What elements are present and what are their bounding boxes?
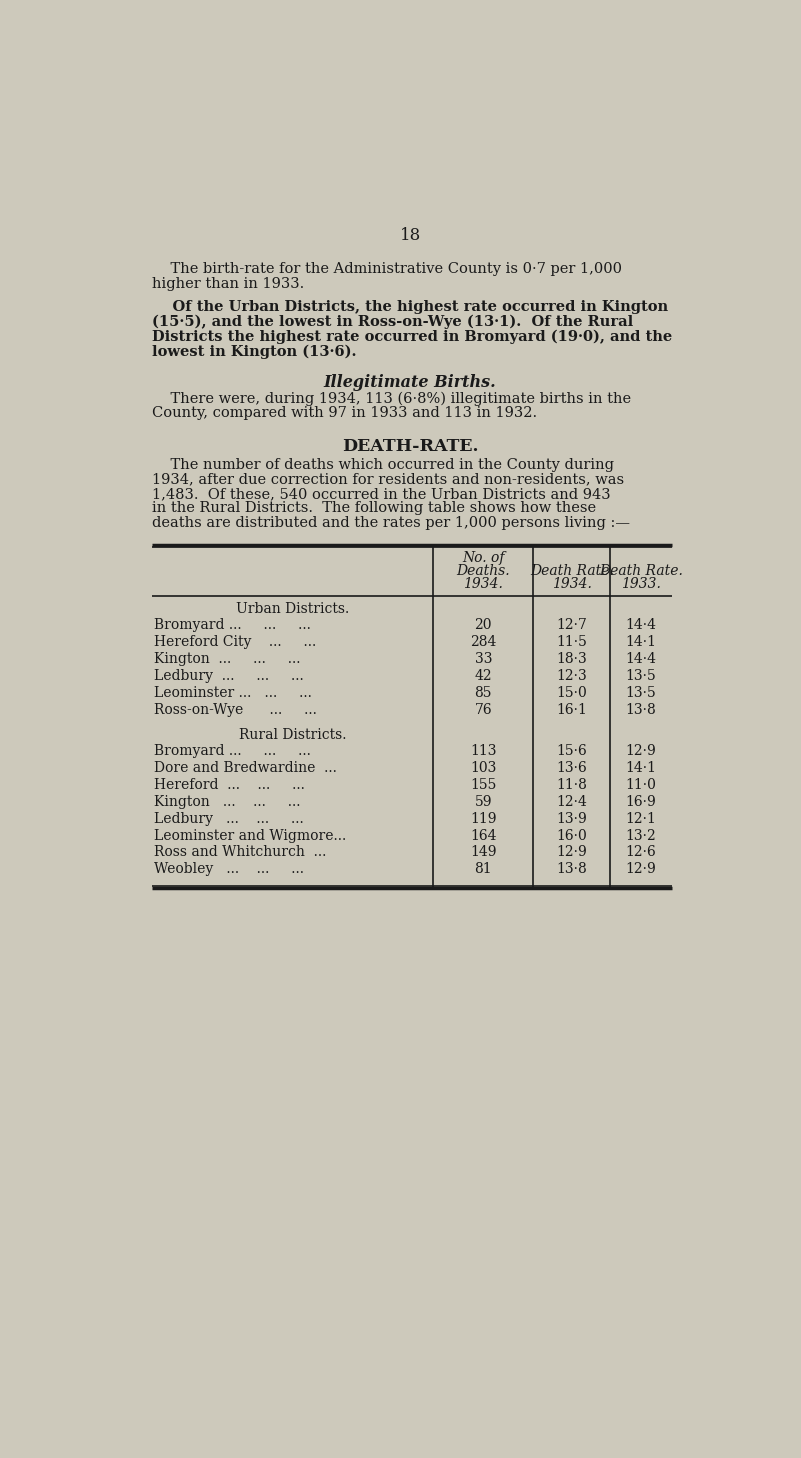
- Text: Districts the highest rate occurred in Bromyard (19·0), and the: Districts the highest rate occurred in B…: [152, 330, 672, 344]
- Text: 18·3: 18·3: [557, 652, 587, 666]
- Text: 13·5: 13·5: [626, 687, 657, 700]
- Text: 18: 18: [400, 227, 421, 245]
- Text: 12·9: 12·9: [557, 846, 587, 859]
- Text: 14·1: 14·1: [626, 761, 657, 774]
- Text: 42: 42: [474, 669, 492, 684]
- Text: Ross-on-Wye      ...     ...: Ross-on-Wye ... ...: [154, 703, 316, 717]
- Text: Kington  ...     ...     ...: Kington ... ... ...: [154, 652, 300, 666]
- Text: 16·9: 16·9: [626, 795, 657, 809]
- Text: Ross and Whitchurch  ...: Ross and Whitchurch ...: [154, 846, 326, 859]
- Text: DEATH-RATE.: DEATH-RATE.: [342, 437, 478, 455]
- Text: 85: 85: [474, 687, 492, 700]
- Text: Kington   ...    ...     ...: Kington ... ... ...: [154, 795, 300, 809]
- Text: 284: 284: [470, 636, 497, 649]
- Text: 13·9: 13·9: [557, 812, 587, 825]
- Text: 11·8: 11·8: [557, 777, 587, 792]
- Text: higher than in 1933.: higher than in 1933.: [152, 277, 304, 290]
- Text: 12·4: 12·4: [557, 795, 587, 809]
- Text: Leominster and Wigmore...: Leominster and Wigmore...: [154, 828, 346, 843]
- Text: 12·1: 12·1: [626, 812, 657, 825]
- Text: Weobley   ...    ...     ...: Weobley ... ... ...: [154, 863, 304, 876]
- Text: 12·6: 12·6: [626, 846, 657, 859]
- Text: Bromyard ...     ...     ...: Bromyard ... ... ...: [154, 744, 311, 758]
- Text: Death Rate.: Death Rate.: [599, 564, 683, 577]
- Text: There were, during 1934, 113 (6·8%) illegitimate births in the: There were, during 1934, 113 (6·8%) ille…: [152, 391, 631, 405]
- Text: 164: 164: [470, 828, 497, 843]
- Text: (15·5), and the lowest in Ross-on-Wye (13·1).  Of the Rural: (15·5), and the lowest in Ross-on-Wye (1…: [152, 315, 634, 330]
- Text: 13·8: 13·8: [626, 703, 657, 717]
- Text: 76: 76: [474, 703, 492, 717]
- Text: 155: 155: [470, 777, 497, 792]
- Text: 20: 20: [474, 618, 492, 633]
- Text: 1,483.  Of these, 540 occurred in the Urban Districts and 943: 1,483. Of these, 540 occurred in the Urb…: [152, 487, 611, 500]
- Text: 12·9: 12·9: [626, 744, 657, 758]
- Text: in the Rural Districts.  The following table shows how these: in the Rural Districts. The following ta…: [152, 502, 596, 516]
- Text: 15·0: 15·0: [557, 687, 587, 700]
- Text: 12·9: 12·9: [626, 863, 657, 876]
- Text: Death Rate.: Death Rate.: [530, 564, 614, 577]
- Text: Urban Districts.: Urban Districts.: [236, 602, 349, 617]
- Text: 119: 119: [470, 812, 497, 825]
- Text: The birth-rate for the Administrative County is 0·7 per 1,000: The birth-rate for the Administrative Co…: [152, 262, 622, 276]
- Text: 103: 103: [470, 761, 497, 774]
- Text: 11·0: 11·0: [626, 777, 657, 792]
- Text: 113: 113: [470, 744, 497, 758]
- Text: 12·7: 12·7: [557, 618, 587, 633]
- Text: County, compared with 97 in 1933 and 113 in 1932.: County, compared with 97 in 1933 and 113…: [152, 405, 537, 420]
- Text: 1934, after due correction for residents and non-residents, was: 1934, after due correction for residents…: [152, 472, 624, 486]
- Text: 14·1: 14·1: [626, 636, 657, 649]
- Text: Leominster ...   ...     ...: Leominster ... ... ...: [154, 687, 312, 700]
- Text: The number of deaths which occurred in the County during: The number of deaths which occurred in t…: [152, 458, 614, 471]
- Text: 13·8: 13·8: [557, 863, 587, 876]
- Text: 33: 33: [474, 652, 492, 666]
- Text: 1934.: 1934.: [463, 577, 503, 590]
- Text: No. of: No. of: [462, 551, 505, 564]
- Text: 15·6: 15·6: [557, 744, 587, 758]
- Text: 59: 59: [474, 795, 492, 809]
- Text: Bromyard ...     ...     ...: Bromyard ... ... ...: [154, 618, 311, 633]
- Text: 13·6: 13·6: [557, 761, 587, 774]
- Text: 16·0: 16·0: [557, 828, 587, 843]
- Text: Ledbury  ...     ...     ...: Ledbury ... ... ...: [154, 669, 304, 684]
- Text: deaths are distributed and the rates per 1,000 persons living :—: deaths are distributed and the rates per…: [152, 516, 630, 531]
- Text: 13·5: 13·5: [626, 669, 657, 684]
- Text: Of the Urban Districts, the highest rate occurred in Kington: Of the Urban Districts, the highest rate…: [152, 300, 668, 315]
- Text: 81: 81: [474, 863, 492, 876]
- Text: Hereford City    ...     ...: Hereford City ... ...: [154, 636, 316, 649]
- Text: 12·3: 12·3: [557, 669, 587, 684]
- Text: 14·4: 14·4: [626, 618, 657, 633]
- Text: Rural Districts.: Rural Districts.: [239, 728, 347, 742]
- Text: 14·4: 14·4: [626, 652, 657, 666]
- Text: 1933.: 1933.: [622, 577, 661, 590]
- Text: lowest in Kington (13·6).: lowest in Kington (13·6).: [152, 344, 356, 359]
- Text: 13·2: 13·2: [626, 828, 657, 843]
- Text: Deaths.: Deaths.: [457, 564, 510, 577]
- Text: 1934.: 1934.: [552, 577, 592, 590]
- Text: Ledbury   ...    ...     ...: Ledbury ... ... ...: [154, 812, 304, 825]
- Text: 149: 149: [470, 846, 497, 859]
- Text: Illegitimate Births.: Illegitimate Births.: [324, 375, 497, 391]
- Text: Dore and Bredwardine  ...: Dore and Bredwardine ...: [154, 761, 336, 774]
- Text: Hereford  ...    ...     ...: Hereford ... ... ...: [154, 777, 304, 792]
- Text: 16·1: 16·1: [557, 703, 587, 717]
- Text: 11·5: 11·5: [557, 636, 587, 649]
